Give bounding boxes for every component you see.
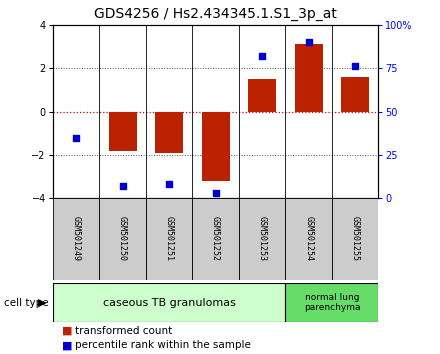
Text: GSM501253: GSM501253 bbox=[257, 216, 267, 262]
Bar bbox=[99, 198, 146, 280]
Bar bbox=[53, 283, 286, 322]
Point bbox=[119, 183, 126, 189]
Text: GSM501251: GSM501251 bbox=[165, 216, 174, 262]
Text: GSM501252: GSM501252 bbox=[211, 216, 220, 262]
Bar bbox=[341, 77, 369, 112]
Point bbox=[212, 190, 219, 196]
Point bbox=[73, 135, 80, 140]
Text: ■: ■ bbox=[62, 326, 72, 336]
Text: cell type: cell type bbox=[4, 298, 49, 308]
Bar bbox=[202, 112, 230, 181]
Text: normal lung
parenchyma: normal lung parenchyma bbox=[304, 293, 360, 312]
Point bbox=[305, 39, 312, 45]
Bar bbox=[239, 198, 286, 280]
Text: GSM501255: GSM501255 bbox=[351, 216, 359, 262]
Bar bbox=[109, 112, 136, 150]
Text: ▶: ▶ bbox=[37, 298, 46, 308]
Bar bbox=[192, 198, 239, 280]
Text: percentile rank within the sample: percentile rank within the sample bbox=[75, 340, 251, 350]
Text: ■: ■ bbox=[62, 340, 72, 350]
Bar bbox=[53, 198, 99, 280]
Point bbox=[259, 53, 266, 59]
Text: GSM501249: GSM501249 bbox=[72, 216, 81, 262]
Bar bbox=[286, 198, 332, 280]
Bar bbox=[332, 198, 378, 280]
Bar bbox=[295, 44, 323, 112]
Bar bbox=[155, 112, 183, 153]
Text: GSM501254: GSM501254 bbox=[304, 216, 313, 262]
Title: GDS4256 / Hs2.434345.1.S1_3p_at: GDS4256 / Hs2.434345.1.S1_3p_at bbox=[94, 7, 337, 21]
Text: transformed count: transformed count bbox=[75, 326, 172, 336]
Bar bbox=[286, 283, 378, 322]
Point bbox=[352, 64, 359, 69]
Point bbox=[165, 182, 172, 187]
Bar bbox=[248, 79, 276, 112]
Bar bbox=[146, 198, 192, 280]
Text: caseous TB granulomas: caseous TB granulomas bbox=[103, 298, 235, 308]
Text: GSM501250: GSM501250 bbox=[118, 216, 127, 262]
